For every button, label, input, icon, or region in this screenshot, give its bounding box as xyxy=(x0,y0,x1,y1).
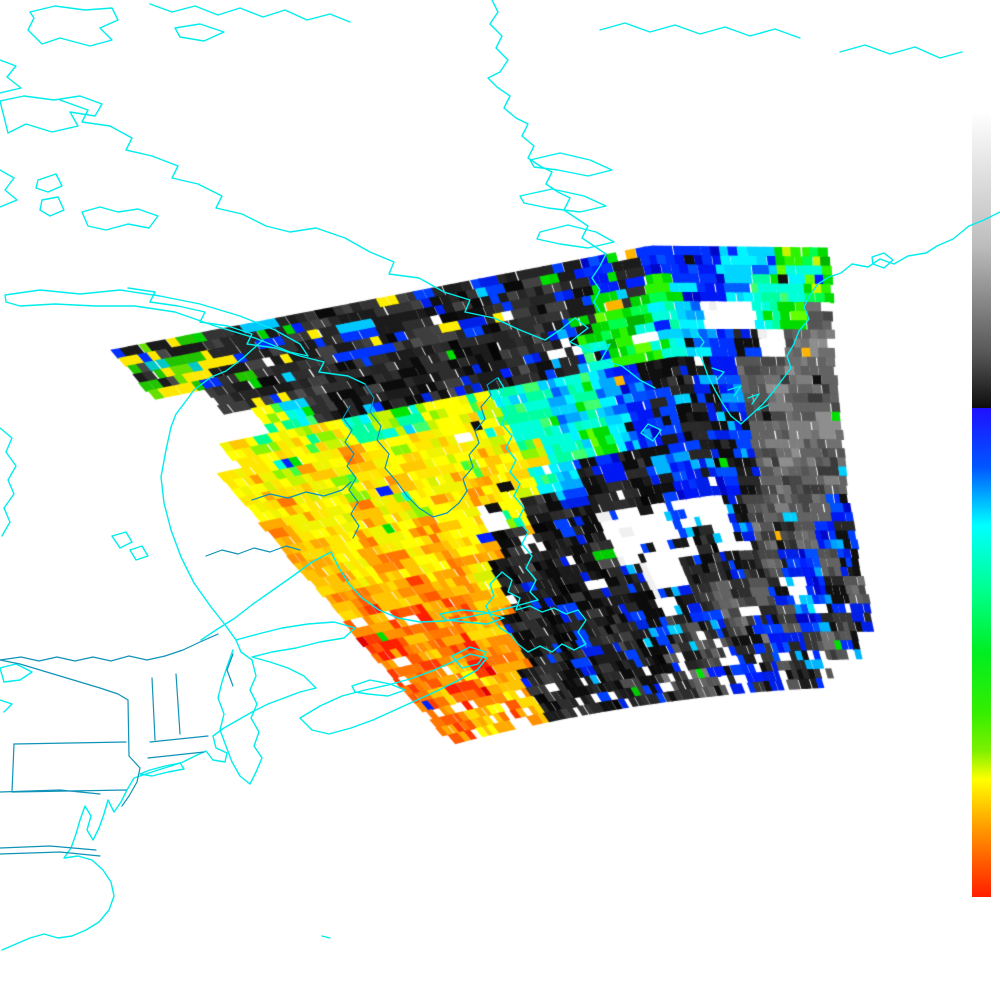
colorbar-gray-segment xyxy=(972,112,991,408)
colorbar-rainbow-segment xyxy=(972,408,991,897)
